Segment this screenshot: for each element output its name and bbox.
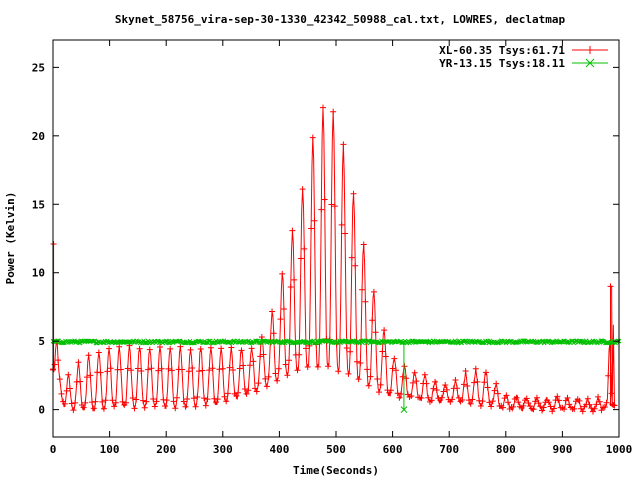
x-tick-label: 0: [50, 443, 57, 456]
y-tick-label: 20: [32, 130, 45, 143]
x-tick-label: 800: [496, 443, 516, 456]
y-tick-label: 10: [32, 267, 45, 280]
x-axis: 0 100 200 300 400 500 600 700 800 900 1000: [50, 40, 633, 456]
x-tick-label: 700: [439, 443, 459, 456]
y-axis: 0 5 10 15 20 25: [32, 61, 619, 417]
series-yr-outlier-point: [400, 406, 408, 413]
x-tick-label: 100: [100, 443, 120, 456]
y-tick-label: 5: [38, 335, 45, 348]
series-xl: [50, 104, 618, 415]
x-tick-label: 900: [552, 443, 572, 456]
legend: XL-60.35 Tsys:61.71 YR-13.15 Tsys:18.11: [439, 44, 608, 70]
x-tick-label: 200: [156, 443, 176, 456]
y-tick-label: 0: [38, 404, 45, 417]
y-tick-label: 15: [32, 198, 45, 211]
series-yr-markers: [50, 338, 622, 346]
x-tick-label: 600: [383, 443, 403, 456]
series-layer: [50, 104, 622, 415]
x-tick-label: 500: [326, 443, 346, 456]
legend-label-yr: YR-13.15 Tsys:18.11: [439, 57, 565, 70]
legend-marker-yr: [585, 58, 595, 68]
x-tick-label: 300: [213, 443, 233, 456]
y-axis-label: Power (Kelvin): [4, 192, 17, 285]
x-tick-label: 1000: [606, 443, 633, 456]
x-axis-label: Time(Seconds): [293, 464, 379, 477]
legend-marker-xl: [586, 46, 594, 54]
series-xl-line: [52, 107, 615, 413]
legend-label-xl: XL-60.35 Tsys:61.71: [439, 44, 565, 57]
x-tick-label: 400: [269, 443, 289, 456]
y-tick-label: 25: [32, 61, 45, 74]
chart-title: Skynet_58756_vira-sep-30-1330_42342_5098…: [115, 13, 566, 26]
